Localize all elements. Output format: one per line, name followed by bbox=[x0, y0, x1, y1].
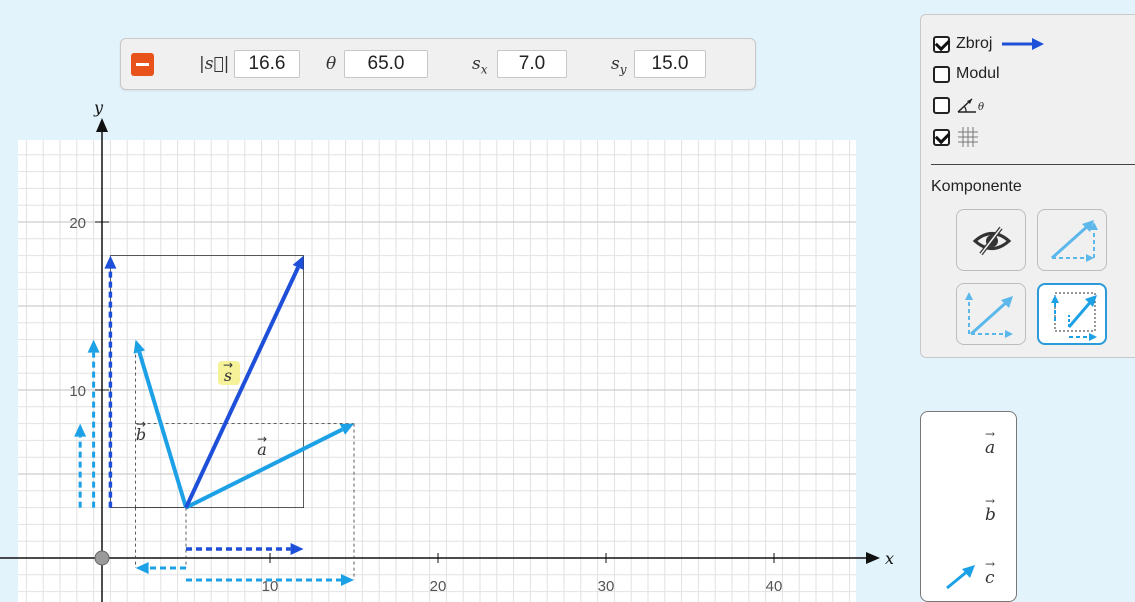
vector-s-label-arrow: → bbox=[223, 358, 233, 372]
plot-background bbox=[18, 140, 856, 602]
components-at-tip-button[interactable] bbox=[1037, 209, 1107, 271]
blue-arrow-icon bbox=[1002, 38, 1045, 50]
grid-checkbox[interactable] bbox=[933, 128, 950, 146]
grid bbox=[18, 140, 856, 602]
modulus-label: Modul bbox=[956, 65, 1000, 82]
vector-a[interactable] bbox=[185, 427, 344, 510]
hide-components-icon bbox=[972, 226, 1012, 256]
vector-b-label: b bbox=[136, 425, 146, 444]
option-modulus[interactable]: Modul bbox=[933, 63, 1000, 85]
b-x-component-head bbox=[135, 562, 149, 574]
x-axis-label: x bbox=[885, 549, 894, 568]
x-tick-label: 30 bbox=[598, 578, 615, 595]
sy-label: sy bbox=[611, 54, 627, 77]
option-angle[interactable]: θ bbox=[933, 94, 988, 116]
vector-b-label-arrow: → bbox=[136, 417, 146, 431]
modulus-checkbox[interactable] bbox=[933, 65, 950, 83]
vector-b-head bbox=[133, 339, 146, 354]
components-at-tail-icon bbox=[965, 292, 1013, 338]
vector-s-label: s bbox=[224, 366, 232, 385]
vector-b[interactable] bbox=[137, 351, 188, 509]
components-at-tail-button[interactable] bbox=[956, 283, 1026, 345]
minus-icon bbox=[136, 63, 149, 66]
components-at-tip-icon bbox=[1050, 220, 1098, 262]
sum-label: Zbroj bbox=[956, 35, 993, 52]
hide-components-button[interactable] bbox=[956, 209, 1026, 271]
x-tick-label: 10 bbox=[262, 578, 279, 595]
remove-vector-button[interactable] bbox=[131, 53, 154, 76]
x-axis-arrow bbox=[866, 552, 880, 564]
angle-icon: θ bbox=[957, 98, 984, 113]
vector-s-head bbox=[292, 255, 304, 270]
b-y-component-head bbox=[87, 339, 100, 353]
magnitude-label: |s⃗| bbox=[199, 54, 230, 74]
y-tick-label: 20 bbox=[69, 215, 86, 232]
x-tick-label: 20 bbox=[430, 578, 447, 595]
components-title: Komponente bbox=[931, 178, 1022, 195]
vector-s-label-highlight bbox=[218, 361, 240, 385]
magnitude-input[interactable] bbox=[234, 50, 300, 78]
sx-input[interactable] bbox=[497, 50, 567, 78]
legend-item-b[interactable]: → b bbox=[985, 494, 996, 525]
options-panel: Zbroj Modul θ Komponente bbox=[920, 14, 1135, 358]
sy-input[interactable] bbox=[634, 50, 706, 78]
axes: x y 10 20 30 40 10 20 bbox=[0, 98, 894, 602]
vector-a-label: a bbox=[257, 440, 267, 459]
vector-a-label-arrow: → bbox=[257, 432, 267, 446]
origin-point[interactable] bbox=[94, 550, 110, 566]
vector-legend: → a → b → c bbox=[920, 411, 1017, 602]
svg-text:θ: θ bbox=[978, 102, 984, 113]
angle-input[interactable] bbox=[344, 50, 428, 78]
a-y-component-head bbox=[74, 423, 87, 437]
vector-toolbar: |s⃗| θ sx sy bbox=[120, 38, 756, 90]
components-at-origin-button[interactable] bbox=[1037, 283, 1107, 345]
y-tick-label: 10 bbox=[69, 383, 86, 400]
components-at-origin-icon bbox=[1051, 292, 1097, 341]
vectors[interactable]: →s→a→b bbox=[74, 255, 355, 586]
vector-s[interactable] bbox=[184, 266, 300, 509]
grid-icon bbox=[958, 127, 978, 147]
vector-a-head bbox=[339, 423, 354, 435]
angle-checkbox[interactable] bbox=[933, 96, 950, 114]
y-axis-label: y bbox=[93, 98, 104, 117]
legend-c-arrow-icon bbox=[946, 565, 975, 590]
a-x-component-head bbox=[341, 574, 354, 586]
x-tick-label: 40 bbox=[766, 578, 783, 595]
angle-label: θ bbox=[326, 54, 337, 74]
sum-x-component-head bbox=[290, 543, 304, 555]
option-sum[interactable]: Zbroj bbox=[933, 33, 1046, 55]
sum-y-component-head bbox=[104, 255, 117, 269]
y-axis-arrow bbox=[96, 118, 108, 132]
sx-label: sx bbox=[472, 54, 488, 77]
option-grid[interactable] bbox=[933, 126, 980, 148]
panel-divider bbox=[931, 164, 1135, 165]
sum-checkbox[interactable] bbox=[933, 35, 950, 53]
legend-item-c[interactable]: → c bbox=[985, 557, 996, 588]
legend-item-a[interactable]: → a bbox=[985, 427, 996, 458]
